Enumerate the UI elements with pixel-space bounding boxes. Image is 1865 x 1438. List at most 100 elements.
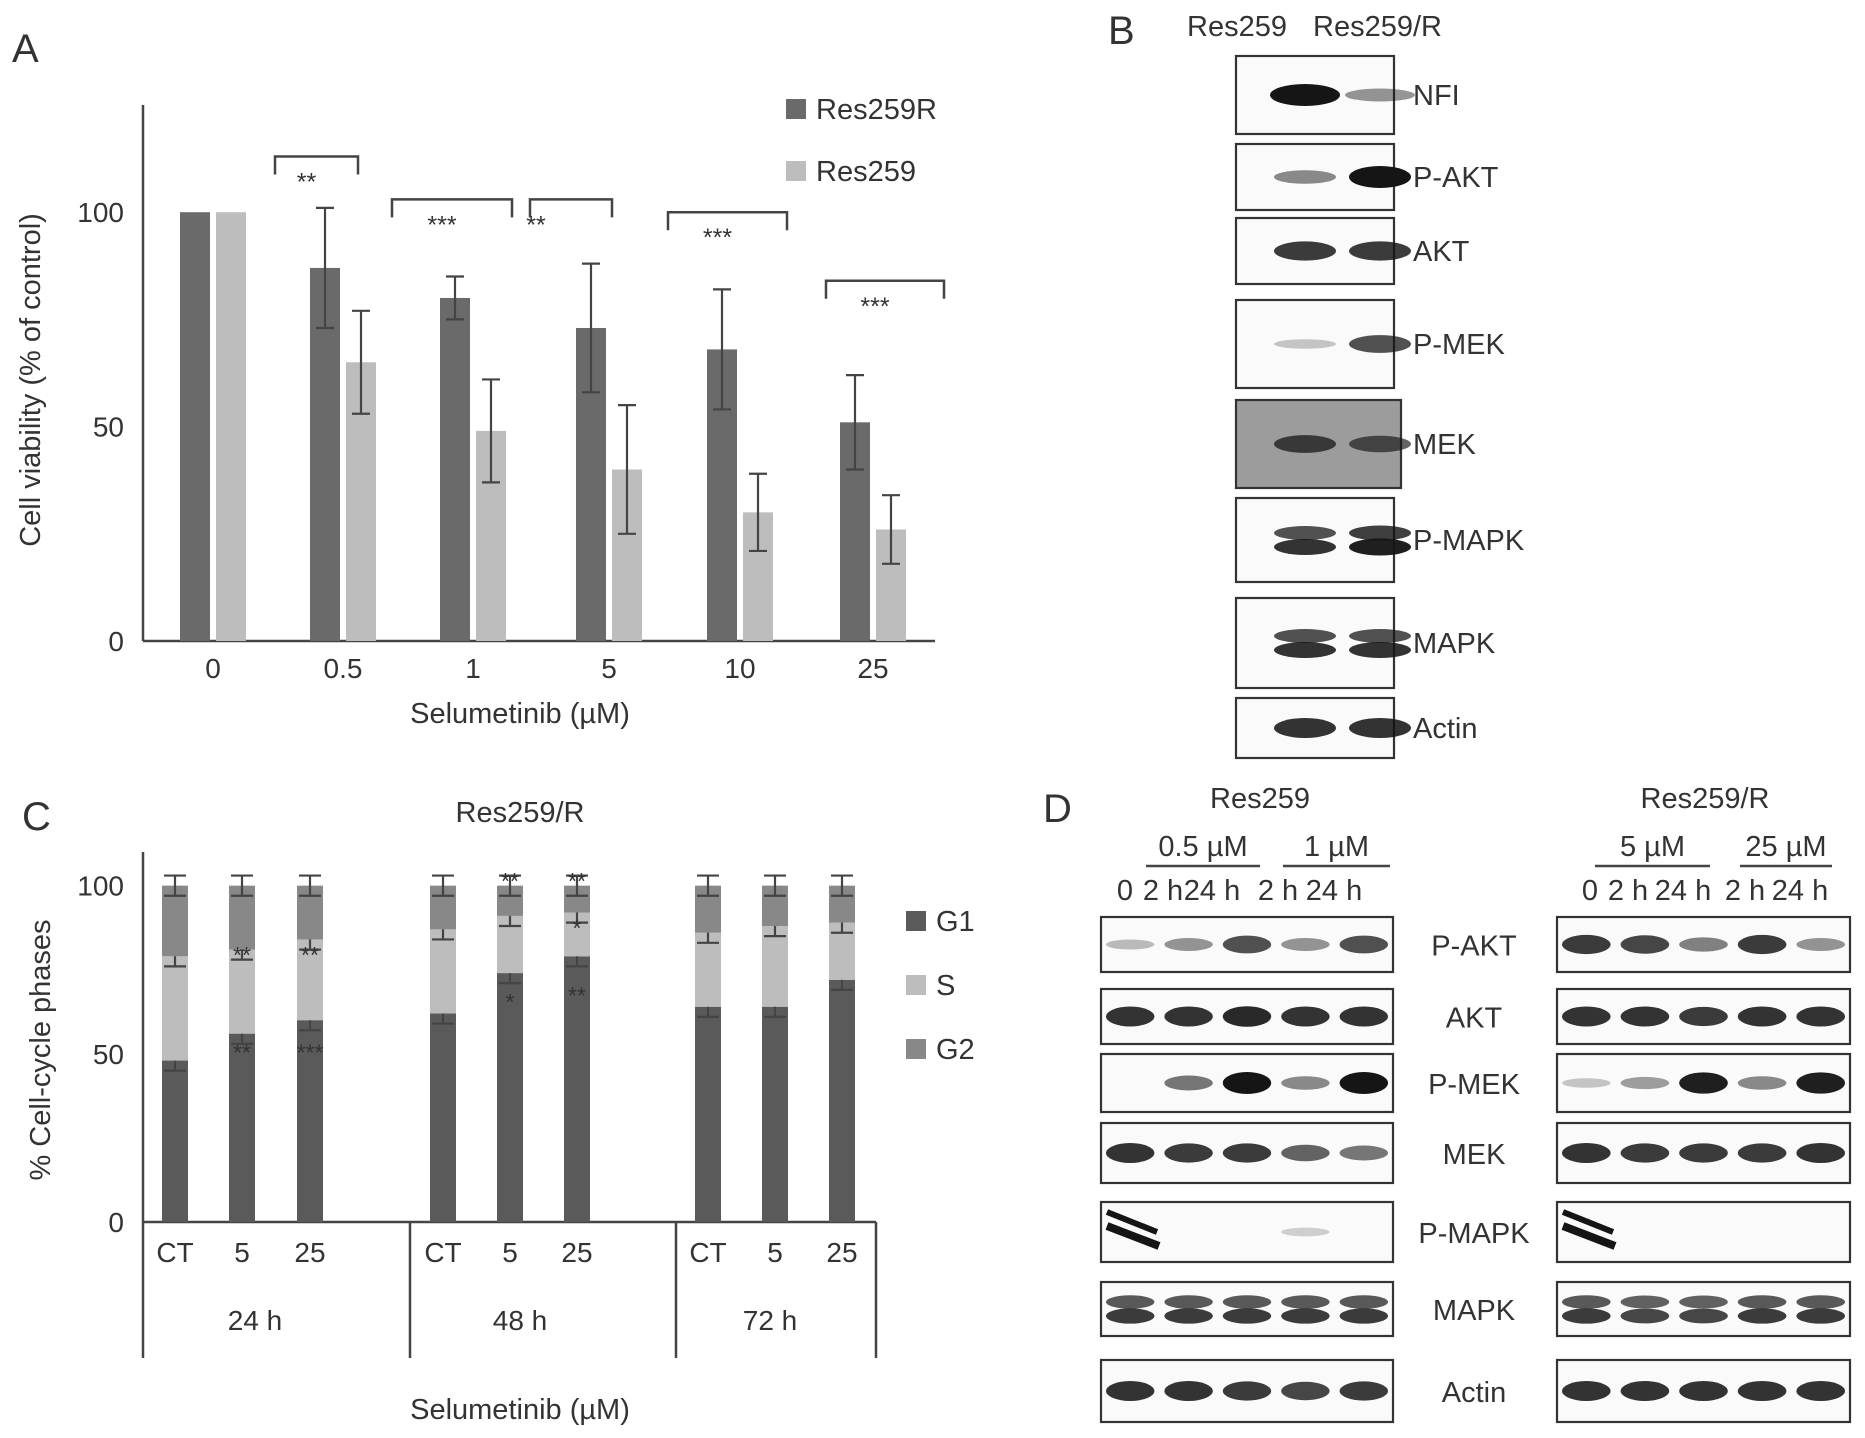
panel-c-significance-stars: ** <box>568 868 586 894</box>
panel-c-bar-segment <box>695 932 721 1007</box>
panel-d-lane-label: 24 h <box>1306 875 1362 907</box>
panel-c-significance-stars: ** <box>233 942 251 968</box>
panel-d-band <box>1562 1381 1611 1401</box>
panel-c-x-tick: 25 <box>826 1237 857 1268</box>
panel-d-band <box>1737 1308 1787 1324</box>
panel-d-band <box>1679 1143 1728 1163</box>
panel-a-significance-stars: *** <box>860 293 889 321</box>
panel-c-x-tick: 25 <box>561 1237 592 1268</box>
panel-d-band <box>1562 1006 1611 1027</box>
panel-b-blot-label: P-MEK <box>1413 329 1506 361</box>
panel-b-band <box>1349 166 1411 188</box>
panel-d-band <box>1281 1227 1330 1237</box>
panel-d-blot-frame <box>1099 1200 1395 1264</box>
panel-d-lane-label: 2 h <box>1608 875 1648 907</box>
panel-d-band <box>1281 1295 1330 1309</box>
panel-d-band <box>1164 938 1213 951</box>
panel-b-band <box>1349 642 1411 658</box>
panel-c-bar-segment <box>162 956 188 1061</box>
panel-c-bar-segment <box>564 956 590 1222</box>
panel-d-band <box>1339 1145 1389 1161</box>
panel-c-bar-segment <box>297 939 323 1021</box>
panel-c-bar-segment <box>162 885 188 957</box>
panel-d-blot-label: Actin <box>1442 1377 1506 1409</box>
panel-d-lane-label: 2 h <box>1143 875 1183 907</box>
panel-d-band <box>1222 935 1272 954</box>
panel-d-band <box>1164 1075 1213 1091</box>
panel-a-bar <box>180 212 210 641</box>
panel-b-band <box>1349 629 1411 643</box>
panel-b-lane-label: Res259/R <box>1313 11 1442 43</box>
panel-d-band <box>1562 1295 1611 1309</box>
panel-d-band <box>1281 1144 1330 1162</box>
panel-a-x-tick: 10 <box>724 653 755 684</box>
panel-a-legend-label: Res259 <box>816 156 916 188</box>
panel-d-band <box>1106 1381 1155 1401</box>
panel-a-bar <box>310 267 340 641</box>
panel-d-band <box>1281 1006 1330 1027</box>
panel-d-band <box>1796 1006 1845 1027</box>
panel-b-band <box>1349 435 1411 453</box>
panel-d-lane-label: 0 <box>1582 875 1598 907</box>
panel-a-x-label: Selumetinib (µM) <box>410 698 630 730</box>
panel-d-band <box>1620 1076 1670 1090</box>
panel-b-blot-label: AKT <box>1413 236 1470 268</box>
panel-d-band <box>1796 1381 1845 1401</box>
panel-d-band <box>1339 1295 1389 1309</box>
panel-d-lane-label: 24 h <box>1184 875 1240 907</box>
panel-d-band <box>1796 1295 1845 1309</box>
panel-d-band <box>1222 1295 1272 1309</box>
panel-d-band <box>1164 1006 1213 1027</box>
panel-d-band <box>1796 938 1845 951</box>
panel-c-legend-swatch <box>906 1039 926 1059</box>
panel-d-band <box>1106 939 1155 950</box>
panel-d-band <box>1281 1381 1330 1401</box>
panel-a-x-tick: 0.5 <box>324 653 363 684</box>
panel-b-blot-label: P-MAPK <box>1413 525 1525 557</box>
panel-d-blot-label: P-MEK <box>1428 1069 1521 1101</box>
panel-d-blot-label: MEK <box>1443 1139 1507 1171</box>
panel-d-lane-label: 24 h <box>1655 875 1711 907</box>
panel-d-band <box>1222 1308 1272 1324</box>
panel-d-dose-label: 1 µM <box>1304 831 1369 863</box>
panel-c-group-label: 24 h <box>228 1305 283 1336</box>
panel-c-x-tick: 5 <box>767 1237 783 1268</box>
panel-d-band <box>1105 1222 1161 1250</box>
panel-d-band <box>1796 1143 1845 1163</box>
panel-c-bar-segment <box>762 926 788 1007</box>
panel-d-band <box>1679 1006 1728 1027</box>
panel-a-significance-stars: ** <box>297 168 317 196</box>
panel-c-significance-stars: * <box>506 989 515 1015</box>
panel-d-letter: D <box>1043 787 1072 831</box>
panel-c-bar-segment <box>762 1006 788 1222</box>
panel-d-band <box>1222 1381 1272 1401</box>
panel-d-band <box>1164 1295 1213 1309</box>
panel-d-band <box>1281 938 1330 951</box>
panel-d-band <box>1679 1072 1728 1094</box>
panel-c-x-tick: CT <box>689 1237 726 1268</box>
panel-d-band <box>1679 1308 1728 1324</box>
panel-b-band <box>1274 642 1336 658</box>
panel-d-band <box>1737 1143 1787 1163</box>
panel-c-legend-swatch <box>906 911 926 931</box>
panel-d-band <box>1562 934 1611 955</box>
panel-c-significance-stars: *** <box>297 1039 324 1065</box>
panel-c-significance-stars: ** <box>233 1039 251 1065</box>
panel-b-blot-label: Actin <box>1413 713 1477 745</box>
panel-a-significance-stars: *** <box>427 211 456 239</box>
panel-b-band <box>1349 241 1411 261</box>
panel-b-blot-label: MAPK <box>1413 628 1496 660</box>
panel-d-band <box>1620 1308 1670 1324</box>
panel-b-band <box>1349 525 1411 541</box>
panel-d-band <box>1737 1076 1787 1090</box>
panel-c-y-tick: 100 <box>77 871 124 902</box>
panel-b-band <box>1274 170 1336 184</box>
panel-d-blot-label: P-MAPK <box>1418 1218 1530 1250</box>
panel-a-significance-bracket <box>666 210 789 231</box>
panel-d-band <box>1737 1381 1787 1401</box>
panel-c-bar-segment <box>829 979 855 1222</box>
panel-a-significance-bracket <box>273 155 360 175</box>
panel-a-y-tick: 100 <box>77 197 124 228</box>
